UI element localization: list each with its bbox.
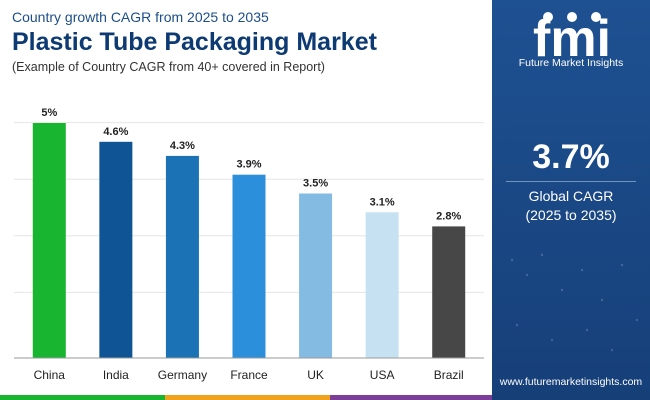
bar-germany <box>165 155 199 358</box>
x-tick-label: Brazil <box>434 368 464 382</box>
bar-uk <box>299 193 333 358</box>
bottom-bar-green <box>0 395 165 400</box>
chart-note: (Example of Country CAGR from 40+ covere… <box>12 60 325 74</box>
world-pattern-icon <box>510 253 639 352</box>
x-tick-label: India <box>103 368 129 382</box>
data-label: 2.8% <box>436 210 461 222</box>
data-label: 3.9% <box>236 159 261 171</box>
bar-india <box>99 141 133 358</box>
data-label: 4.6% <box>103 126 128 138</box>
website-link[interactable]: www.futuremarketinsights.com <box>499 376 643 388</box>
cagr-label-line2: (2025 to 2035) <box>525 207 617 223</box>
data-label: 4.3% <box>170 140 195 152</box>
chart-kicker: Country growth CAGR from 2025 to 2035 <box>12 9 269 25</box>
bar-france <box>232 174 266 358</box>
fmi-logo: fmi <box>533 10 611 68</box>
x-tick-label: Germany <box>158 368 207 382</box>
data-label: 3.1% <box>370 196 395 208</box>
x-tick-label: USA <box>370 368 395 382</box>
x-tick-label: China <box>34 368 66 382</box>
bar-china <box>32 123 66 358</box>
x-tick-label: France <box>230 368 268 382</box>
global-cagr-label: Global CAGR (2025 to 2035) <box>492 187 650 225</box>
bar-brazil <box>432 226 466 358</box>
cagr-label-line1: Global CAGR <box>528 188 614 204</box>
global-cagr-value: 3.7% <box>532 138 610 176</box>
chart-header: Country growth CAGR from 2025 to 2035 Pl… <box>12 8 377 75</box>
bar-usa <box>365 212 399 358</box>
cagr-divider <box>506 181 636 182</box>
chart-title: Plastic Tube Packaging Market <box>12 28 377 56</box>
logo-dot-icon <box>567 12 577 22</box>
bar-chart: 5% China 4.6% India 4.3% Germany 3.9% France 3.5… <box>14 107 484 382</box>
logo-dot-icon <box>591 12 601 22</box>
bottom-bar-purple <box>330 395 492 400</box>
x-tick-label: UK <box>307 368 324 382</box>
summary-panel: fmi Future Market Insights 3.7% Global C… <box>492 0 650 400</box>
logo-dot-icon <box>543 12 553 22</box>
data-label: 5% <box>41 107 57 119</box>
data-label: 3.5% <box>303 178 328 190</box>
brand-name: Future Market Insights <box>518 57 624 69</box>
bottom-color-bar <box>0 395 492 400</box>
bottom-bar-orange <box>165 395 330 400</box>
